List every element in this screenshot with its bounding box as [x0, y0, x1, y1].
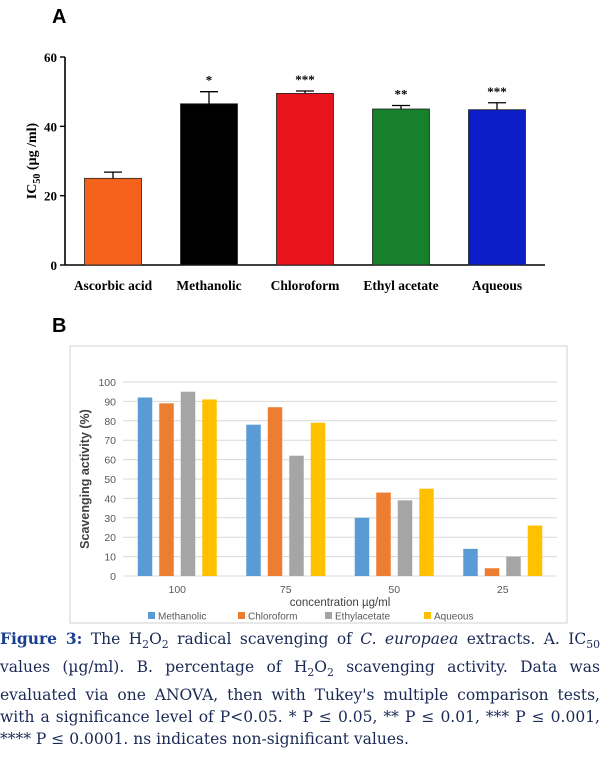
caption-subscript: 2	[142, 638, 150, 652]
y-tick-label: 100	[98, 377, 116, 389]
bar	[289, 455, 304, 576]
y-tick-label: 40	[104, 493, 116, 505]
legend-label: Aqueous	[434, 612, 473, 623]
y-tick-label: 10	[104, 552, 116, 564]
y-tick-label: 0	[110, 571, 116, 583]
scavenging-bar-chart: 0 10 20 30 40 50 60 70 80 90 100 100 75 50 25 concentra…	[69, 345, 568, 624]
caption-text: O	[314, 658, 327, 677]
legend-label: Ethylacetate	[335, 612, 390, 623]
legend-label: Chloroform	[248, 612, 297, 623]
bar	[527, 525, 543, 576]
caption-text: radical scavenging of	[168, 630, 361, 648]
legend-label: Methanolic	[158, 612, 206, 623]
y-tick-label: 50	[104, 474, 116, 486]
legend-swatch	[424, 612, 431, 619]
ic50-bar-chart: 0 20 40 60 Ascorbic acid * Methanolic *** Chloro…	[25, 50, 545, 293]
x-tick-label: 75	[280, 584, 292, 596]
y-axis-label-part: IC	[25, 184, 40, 200]
panel-b-letter: B	[52, 315, 67, 337]
caption-subscript: 2	[326, 666, 334, 680]
x-tick-label: 25	[497, 584, 509, 596]
y-tick-label: 60	[44, 50, 57, 65]
y-tick-label: 0	[51, 258, 58, 273]
bar	[372, 108, 430, 266]
bar	[137, 397, 153, 576]
caption-subscript: 2	[161, 638, 169, 652]
bar	[506, 556, 521, 576]
caption-text: extracts. A. IC	[458, 630, 587, 648]
x-tick-label: 100	[168, 584, 186, 596]
significance-marker: ***	[295, 72, 315, 87]
significance-marker: **	[395, 87, 408, 102]
legend-swatch	[325, 612, 332, 619]
y-tick-label: 70	[104, 435, 116, 447]
bar	[84, 177, 142, 266]
y-axis-label-subscript: 50	[32, 174, 43, 184]
y-tick-label: 30	[104, 513, 116, 525]
legend-swatch	[238, 612, 245, 619]
figure-caption: Figure 3: The H2O2 radical scavenging of…	[0, 628, 600, 750]
bar	[463, 548, 478, 576]
caption-text: The H	[82, 630, 143, 648]
x-axis-label: concentration µg/ml	[290, 597, 391, 609]
x-tick-label: Methanolic	[176, 278, 241, 293]
caption-subscript: 50	[586, 638, 601, 652]
caption-text: O	[149, 630, 162, 648]
y-tick-label: 60	[104, 455, 116, 467]
x-tick-label: Ethyl acetate	[363, 278, 438, 293]
bar	[468, 109, 526, 266]
y-tick-label: 20	[104, 532, 116, 544]
x-tick-label: Chloroform	[271, 278, 340, 293]
y-tick-label: 90	[104, 396, 116, 408]
bar	[310, 422, 326, 576]
significance-marker: *	[206, 73, 213, 88]
bar	[419, 488, 434, 576]
x-tick-label: Aqueous	[472, 278, 522, 293]
y-tick-label: 80	[104, 416, 116, 428]
y-tick-label: 40	[44, 119, 57, 134]
caption-text: values (µg/ml). B. percentage of H	[0, 658, 308, 677]
caption-text: scavenging activity. Data was evaluated …	[0, 658, 601, 749]
bar	[376, 492, 391, 576]
bar	[246, 424, 261, 576]
significance-marker: ***	[487, 84, 507, 99]
bar	[354, 517, 370, 576]
x-tick-label: 50	[388, 584, 400, 596]
panel-a-letter: A	[52, 6, 67, 28]
y-axis-label: IC50 (µg /ml)	[25, 122, 43, 199]
caption-subscript: 2	[307, 666, 315, 680]
caption-label: Figure 3:	[0, 629, 83, 648]
bar	[180, 103, 238, 266]
caption-species: C. europaea	[360, 630, 459, 648]
x-tick-label: Ascorbic acid	[74, 278, 153, 293]
bar	[267, 407, 283, 576]
legend-swatch	[148, 612, 155, 619]
bar	[484, 568, 500, 576]
bar	[202, 399, 217, 576]
y-axis-label-part: (µg /ml)	[25, 122, 40, 173]
bar	[276, 93, 334, 266]
y-axis-label: Scavenging activity (%)	[78, 409, 92, 549]
bar	[159, 403, 174, 576]
bar	[397, 500, 413, 576]
y-tick-label: 20	[44, 189, 57, 204]
bar	[180, 391, 196, 576]
